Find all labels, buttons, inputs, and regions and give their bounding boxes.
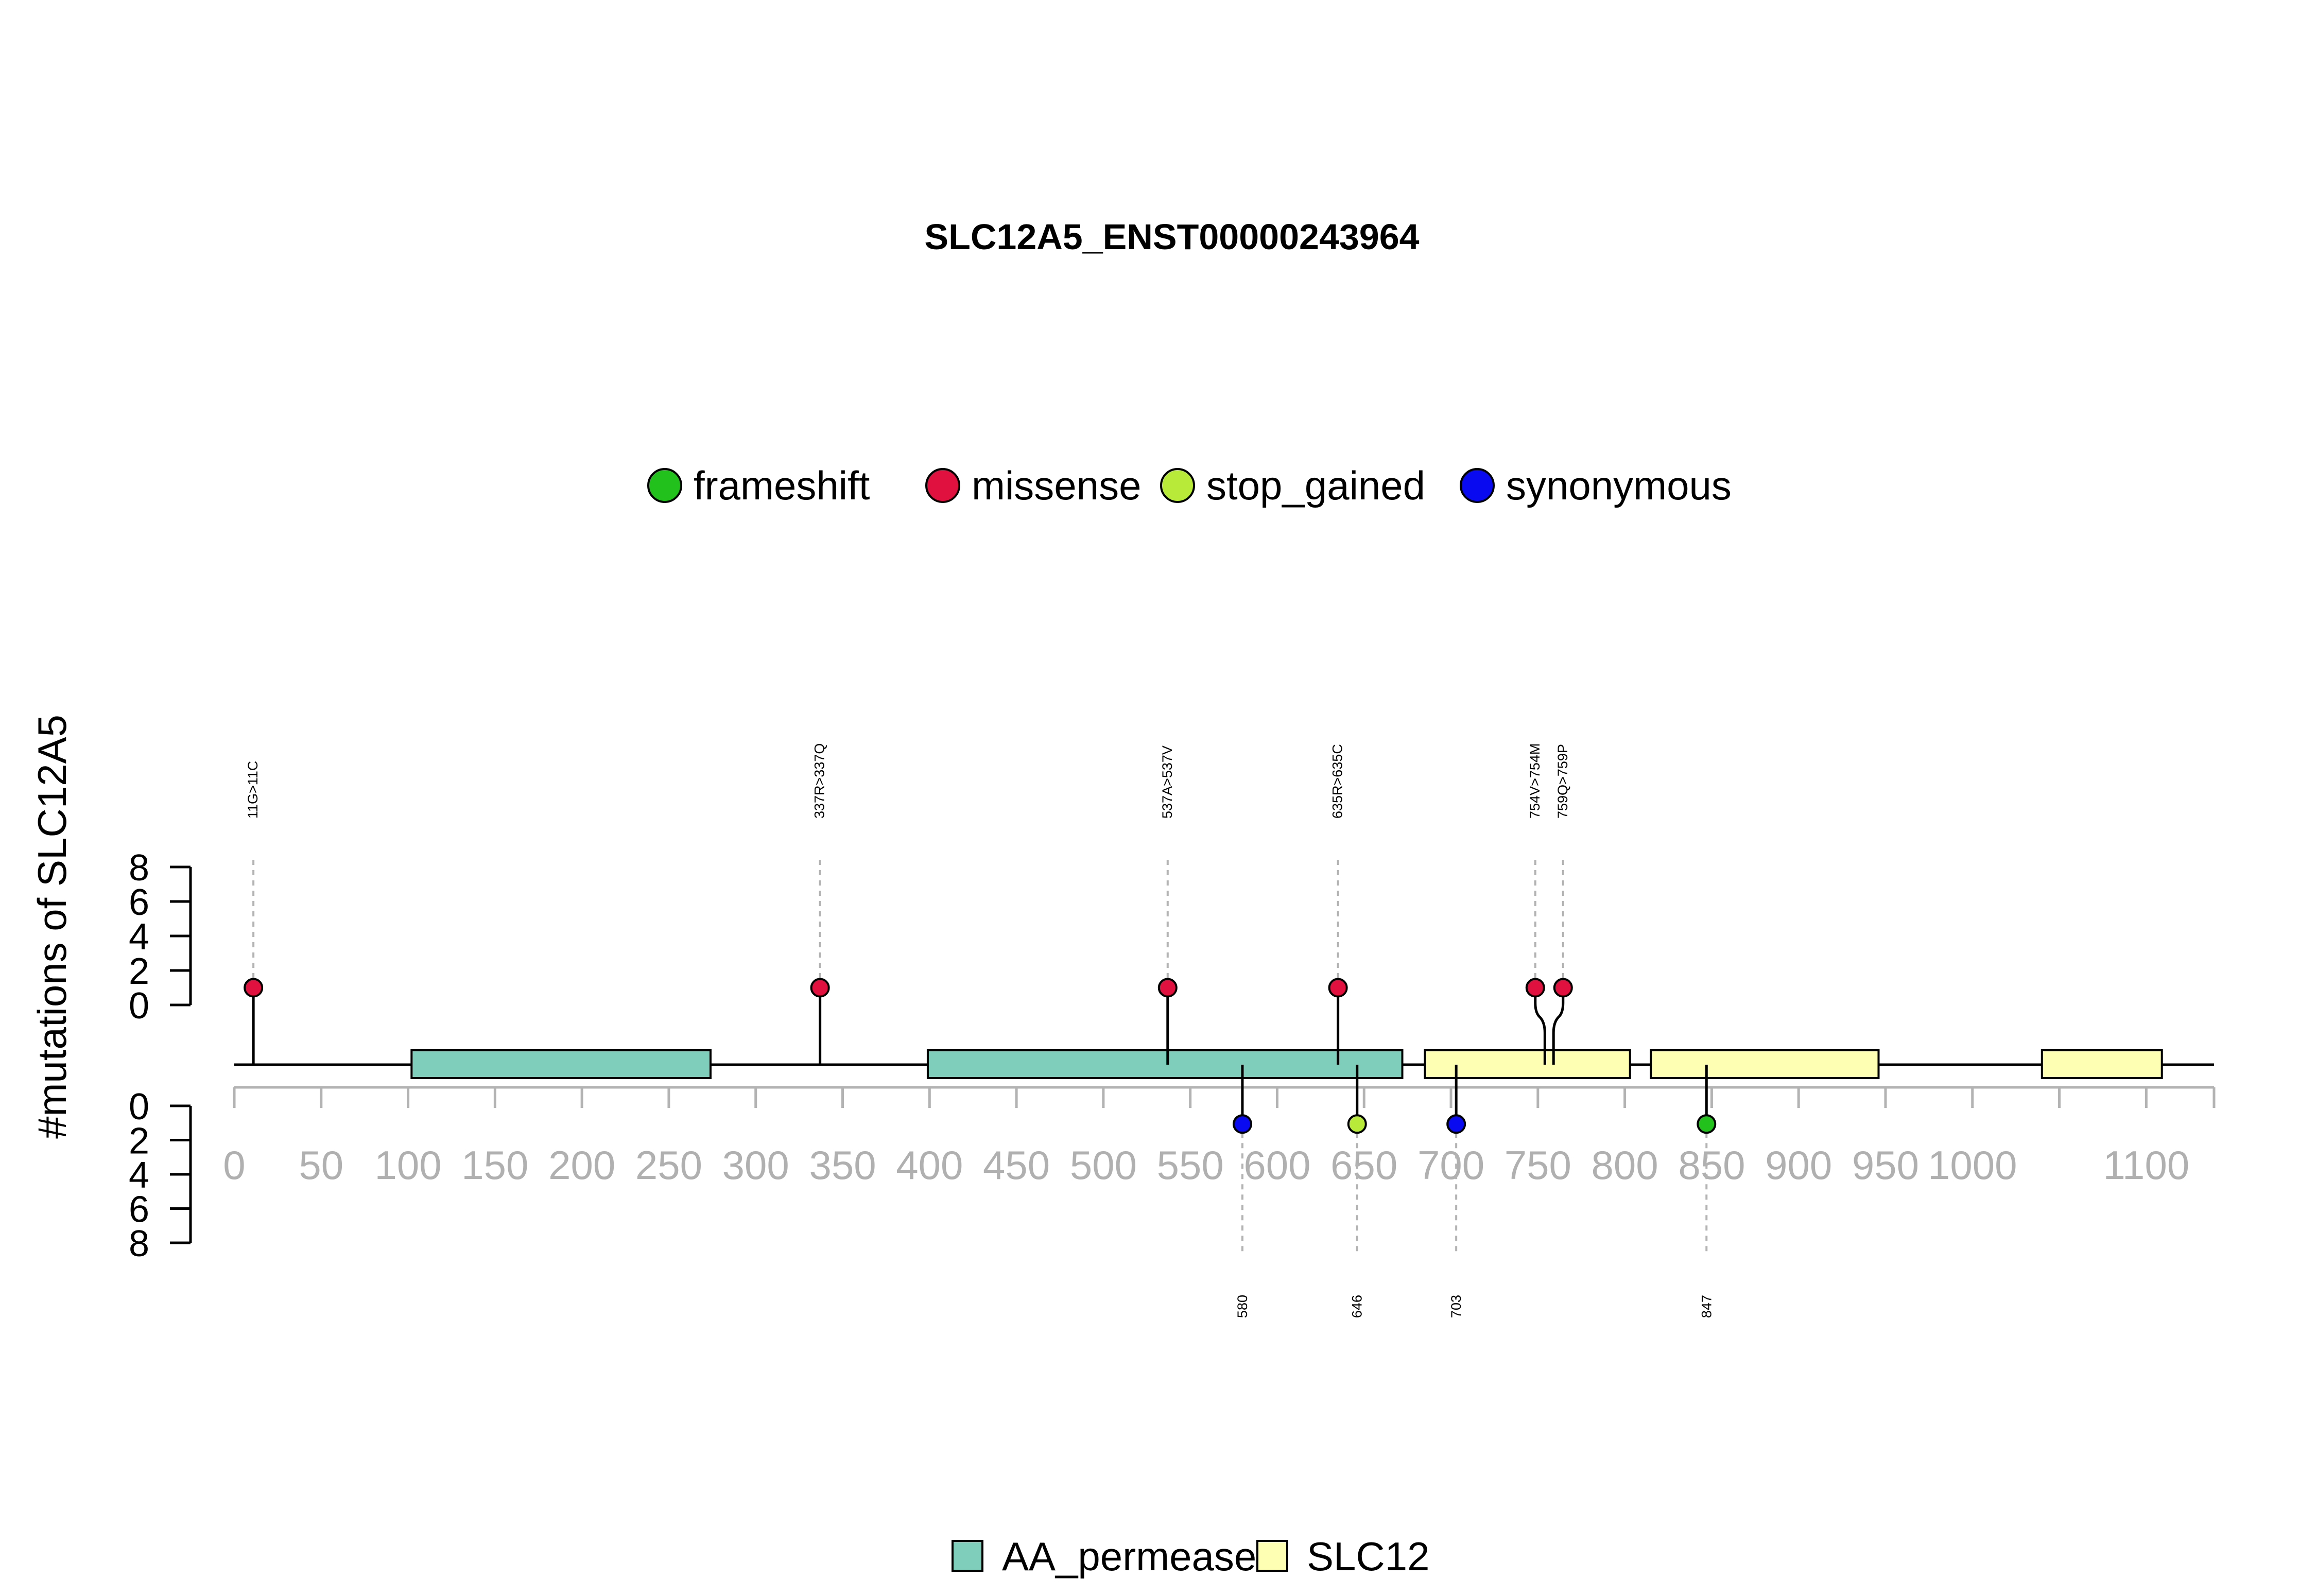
lollipop-stem (1552, 987, 1565, 1065)
y-bottom-tick-label: 6 (129, 1189, 149, 1230)
mutation-legend: frameshift missense stop_gained synonymous (647, 463, 1732, 508)
y-top-tick-label: 8 (129, 847, 149, 889)
x-tick-label: 850 (1678, 1142, 1745, 1188)
domain-rect (2041, 1049, 2163, 1079)
mutation-point (1525, 978, 1545, 998)
mutation-point (1553, 978, 1573, 998)
mutation-lollipops: 11G>11C 337R>337Q 537A>537V 635R>635C 754V>7… (244, 743, 1717, 1318)
x-tick-label: 250 (635, 1142, 702, 1188)
x-tick-label: 400 (896, 1142, 963, 1188)
x-tick-label: 1100 (2103, 1142, 2189, 1188)
x-tick-label: 100 (375, 1142, 442, 1188)
mutation-point (1232, 1114, 1252, 1134)
x-tick-label: 950 (1852, 1142, 1919, 1188)
mutation-point (810, 978, 830, 998)
x-tick-label: 50 (299, 1142, 343, 1188)
legend-swatch (647, 468, 682, 503)
mutation-point (1446, 1114, 1466, 1134)
legend-swatch (1256, 1540, 1288, 1572)
lollipop-stem (1534, 987, 1546, 1065)
mutation-point (244, 978, 264, 998)
legend-label: synonymous (1506, 463, 1732, 508)
mutation-label: 754V>754M (1527, 743, 1543, 819)
x-tick-label: 200 (548, 1142, 615, 1188)
legend-label: stop_gained (1206, 463, 1425, 508)
legend-label: AA_permease (1002, 1534, 1256, 1579)
legend-swatch (1460, 468, 1495, 503)
x-tick-label: 550 (1157, 1142, 1224, 1188)
x-tick-label: 600 (1243, 1142, 1310, 1188)
mutation-label: 646 (1350, 1295, 1365, 1318)
y-top-tick-label: 6 (129, 882, 149, 923)
x-tick-label: 800 (1592, 1142, 1658, 1188)
domain-legend: AA_permease SLC12 (952, 1534, 1430, 1579)
legend-label: frameshift (694, 463, 870, 508)
legend-swatch (1160, 468, 1195, 503)
mutation-point (1157, 978, 1178, 998)
y-top-tick-label: 4 (129, 916, 149, 958)
mutation-point (1347, 1114, 1367, 1134)
domain-rect (1424, 1049, 1631, 1079)
mutation-label: 537A>537V (1160, 745, 1175, 819)
y-bottom-tick-label: 4 (129, 1155, 149, 1196)
legend-label: missense (972, 463, 1141, 508)
y-bottom-tick-label: 0 (129, 1086, 149, 1127)
x-tick-label: 0 (223, 1142, 245, 1188)
mutation-label: 847 (1699, 1295, 1714, 1318)
mutation-label: 580 (1235, 1295, 1250, 1318)
x-tick-label: 650 (1330, 1142, 1397, 1188)
x-tick-label: 900 (1765, 1142, 1832, 1188)
legend-swatch (925, 468, 960, 503)
mutation-label: 759Q>759P (1555, 744, 1570, 819)
x-tick-label: 150 (461, 1142, 528, 1188)
x-tick-label: 500 (1070, 1142, 1137, 1188)
mutation-label: 337R>337Q (812, 743, 827, 819)
x-axis: 0 50 100 150 200 250 300 350 400 450 500 550 600 650 7… (223, 1086, 2216, 1188)
y-bottom-tick-label: 8 (129, 1223, 149, 1264)
x-tick-label: 450 (983, 1142, 1050, 1188)
legend-label: SLC12 (1307, 1534, 1430, 1579)
y-axis-label: #mutations of SLC12A5 (29, 715, 75, 1139)
y-bottom-tick-label: 2 (129, 1121, 149, 1162)
x-tick-label: 1000 (1928, 1142, 2017, 1188)
y-top-tick-label: 2 (129, 951, 149, 992)
mutation-point (1697, 1114, 1717, 1134)
x-tick-label: 700 (1417, 1142, 1484, 1188)
chart-title: SLC12A5_ENST00000243964 (924, 217, 1419, 257)
mutation-label: 703 (1448, 1295, 1464, 1318)
domain-rect (926, 1049, 1404, 1079)
x-tick-label: 350 (809, 1142, 876, 1188)
domain-rect (1650, 1049, 1880, 1079)
x-tick-label: 750 (1505, 1142, 1571, 1188)
mutation-point (1328, 978, 1348, 998)
mutation-label: 11G>11C (245, 761, 261, 819)
y-top-tick-label: 0 (129, 985, 149, 1027)
x-tick-label: 300 (722, 1142, 789, 1188)
domain-rect (410, 1049, 712, 1079)
protein-domains (410, 1049, 2163, 1079)
mutation-label: 635R>635C (1330, 744, 1345, 819)
legend-swatch (952, 1540, 983, 1572)
